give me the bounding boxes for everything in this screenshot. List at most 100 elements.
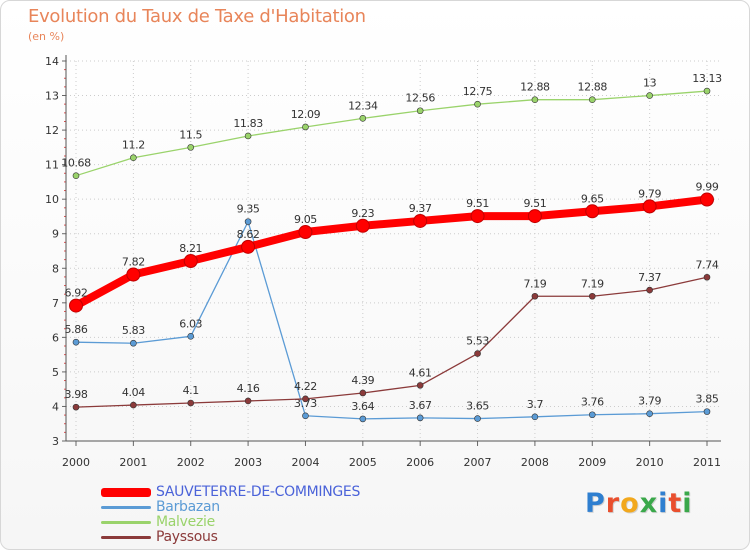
data-label-payssous: 7.19	[523, 277, 546, 290]
y-tick-label: 13	[45, 90, 59, 103]
data-label-malvezie: 10.68	[61, 157, 91, 170]
logo-letter: r	[605, 488, 621, 519]
data-label-barbazan: 3.79	[638, 395, 661, 408]
data-label-payssous: 5.53	[466, 335, 489, 348]
logo-letter: t	[668, 488, 683, 519]
data-point-payssous	[703, 273, 711, 281]
data-label-barbazan: 6.03	[179, 317, 202, 330]
data-point-barbazan	[72, 338, 80, 346]
data-label-barbazan: 3.85	[696, 393, 719, 406]
data-point-malvezie	[646, 92, 653, 99]
data-label-sauveterre-de-comminges: 6.92	[65, 287, 88, 300]
x-tick-label: 2003	[234, 456, 262, 469]
data-point-barbazan	[703, 408, 711, 415]
y-tick-label: 8	[52, 262, 59, 275]
data-point-sauveterre-de-comminges	[183, 254, 198, 269]
y-tick-label: 4	[52, 400, 59, 413]
legend-item: Barbazan	[101, 500, 360, 515]
legend-swatch	[101, 506, 151, 509]
y-tick-label: 12	[45, 124, 59, 137]
data-label-malvezie: 11.5	[179, 128, 202, 141]
data-label-barbazan: 5.83	[122, 324, 145, 337]
data-point-sauveterre-de-comminges	[241, 239, 256, 254]
data-point-sauveterre-de-comminges	[700, 192, 714, 207]
data-point-barbazan	[531, 413, 539, 421]
y-tick-label: 3	[52, 435, 59, 448]
y-tick-label: 10	[45, 193, 59, 206]
data-point-malvezie	[703, 87, 711, 95]
data-label-payssous: 4.16	[237, 382, 260, 395]
data-point-payssous	[72, 403, 80, 411]
x-tick-label: 2005	[349, 456, 377, 469]
x-tick-label: 2010	[636, 456, 664, 469]
data-point-malvezie	[187, 144, 195, 151]
logo-letter: o	[620, 488, 640, 519]
legend-item: Malvezie	[101, 515, 360, 530]
data-point-malvezie	[302, 123, 309, 131]
data-point-sauveterre-de-comminges	[413, 213, 428, 228]
series-line-barbazan	[75, 220, 708, 420]
data-label-malvezie: 12.09	[291, 108, 321, 121]
data-point-payssous	[302, 395, 309, 403]
data-point-malvezie	[531, 96, 539, 103]
data-label-barbazan: 3.76	[581, 396, 604, 409]
logo-letter: i	[682, 488, 693, 519]
legend-swatch	[101, 521, 151, 524]
logo-letter: P	[585, 488, 606, 519]
data-label-malvezie: 11.83	[233, 117, 263, 130]
y-tick-label: 5	[52, 366, 59, 379]
data-label-payssous: 7.37	[638, 271, 661, 284]
data-point-sauveterre-de-comminges	[470, 209, 485, 224]
legend-label: Payssous	[156, 529, 218, 545]
data-label-payssous: 3.98	[65, 388, 88, 401]
data-label-barbazan: 3.65	[466, 400, 489, 413]
data-point-malvezie	[588, 96, 596, 103]
logo-letter: x	[639, 488, 659, 519]
legend-item: SAUVETERRE-DE-COMMINGES	[101, 485, 360, 500]
data-label-malvezie: 12.34	[348, 99, 378, 112]
data-label-sauveterre-de-comminges: 8.62	[237, 228, 260, 241]
series-line-payssous	[75, 276, 708, 408]
data-label-sauveterre-de-comminges: 9.51	[466, 197, 489, 210]
data-point-malvezie	[474, 100, 481, 108]
logo-letter: i	[658, 488, 669, 519]
series-line-sauveterre-de-comminges	[72, 195, 711, 310]
data-point-barbazan	[359, 415, 367, 423]
data-point-sauveterre-de-comminges	[527, 209, 542, 224]
y-tick-label: 14	[45, 55, 59, 68]
legend-item: Payssous	[101, 530, 360, 545]
data-point-barbazan	[416, 414, 424, 422]
legend-swatch	[101, 488, 151, 497]
data-label-sauveterre-de-comminges: 9.79	[638, 187, 661, 200]
data-point-payssous	[187, 399, 195, 407]
data-label-sauveterre-de-comminges: 9.37	[409, 202, 432, 215]
data-label-barbazan: 3.7	[527, 398, 544, 411]
data-point-payssous	[359, 389, 367, 397]
data-point-payssous	[646, 286, 653, 294]
data-label-malvezie: 12.56	[405, 92, 435, 105]
data-label-malvezie: 13	[643, 77, 657, 90]
legend-label: SAUVETERRE-DE-COMMINGES	[156, 484, 361, 500]
legend-label: Barbazan	[156, 499, 220, 515]
x-tick-label: 2009	[578, 456, 606, 469]
data-label-sauveterre-de-comminges: 9.65	[581, 192, 604, 205]
data-label-barbazan: 9.35	[237, 203, 260, 216]
data-label-payssous: 4.39	[351, 374, 374, 387]
data-point-barbazan	[130, 339, 137, 347]
data-label-payssous: 4.04	[122, 386, 145, 399]
data-label-barbazan: 3.67	[409, 399, 432, 412]
data-point-barbazan	[588, 411, 596, 419]
legend-swatch	[101, 536, 151, 539]
x-tick-label: 2006	[406, 456, 434, 469]
data-label-malvezie: 13.13	[692, 72, 722, 85]
x-tick-label: 2008	[521, 456, 549, 469]
data-label-barbazan: 3.64	[351, 400, 374, 413]
data-point-barbazan	[302, 412, 309, 420]
data-label-sauveterre-de-comminges: 8.21	[179, 242, 202, 255]
data-point-sauveterre-de-comminges	[298, 225, 313, 239]
data-point-barbazan	[474, 415, 481, 422]
data-point-sauveterre-de-comminges	[642, 199, 657, 214]
data-label-barbazan: 5.86	[65, 323, 88, 336]
series-line-malvezie	[75, 90, 708, 177]
